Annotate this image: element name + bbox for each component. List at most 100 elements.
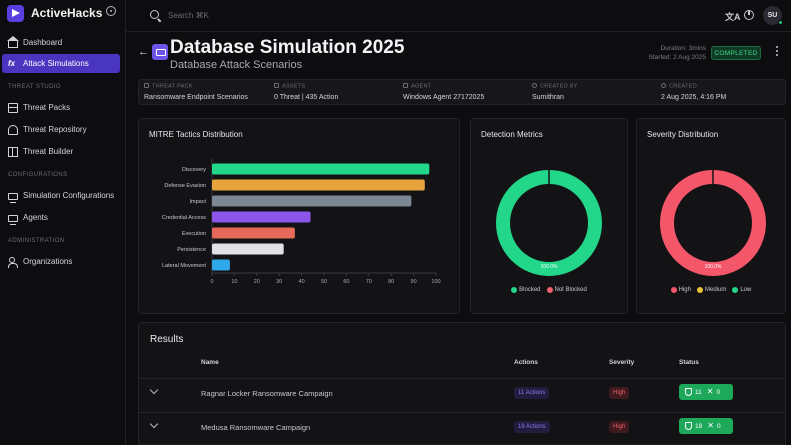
legend-item-high[interactable]: High: [670, 287, 691, 293]
page-subtitle: Database Attack Scenarios: [170, 59, 303, 71]
back-arrow-icon[interactable]: ←: [138, 46, 149, 58]
legend-item-low[interactable]: Low: [732, 287, 751, 293]
sidebar-item-organizations[interactable]: Organizations: [2, 252, 120, 271]
info-value: 2 Aug 2025, 4:16 PM: [661, 93, 727, 101]
info-label: CREATED: [669, 83, 697, 90]
donut-center-label: 100.0%: [541, 264, 559, 270]
x-tick-label: 50: [321, 279, 327, 285]
slice-blocked[interactable]: [496, 170, 602, 276]
brand[interactable]: ActiveHacks: [7, 4, 102, 22]
avatar-initials: SU: [767, 12, 778, 19]
sidebar-item-threat-builder[interactable]: Threat Builder: [2, 142, 120, 161]
category-label: Discovery: [182, 167, 206, 173]
theme-toggle-icon[interactable]: [744, 10, 754, 20]
legend-item-medium[interactable]: Medium: [696, 287, 726, 293]
sidebar-item-label: Attack Simulations: [23, 59, 89, 68]
repository-icon: [8, 124, 18, 135]
info-value: Sumithran: [532, 93, 564, 101]
legend-label: Not Blocked: [554, 287, 587, 293]
column-header-status[interactable]: Status: [679, 359, 699, 366]
sidebar-item-label: Dashboard: [23, 38, 63, 47]
bar-defense-evasion[interactable]: [212, 179, 425, 191]
bar-persistence[interactable]: [212, 243, 284, 255]
info-created: CREATED 2 Aug 2025, 4:16 PM: [661, 83, 726, 101]
x-tick-label: 100: [431, 279, 440, 285]
sidebar-item-threat-repository[interactable]: Threat Repository: [2, 120, 120, 139]
info-value: Ransomware Endpoint Scenarios: [144, 93, 248, 101]
donut-center-label: 100.0%: [705, 264, 723, 270]
bar-discovery[interactable]: [212, 163, 430, 175]
sidebar: ActiveHacks Dashboard fx Attack Simulati…: [0, 0, 126, 445]
chevron-down-icon[interactable]: [149, 419, 159, 429]
legend-item-blocked[interactable]: Blocked: [511, 287, 541, 293]
bar-lateral-movement[interactable]: [212, 259, 230, 271]
x-tick-label: 80: [388, 279, 394, 285]
failed-count: 0: [716, 422, 721, 430]
mitre-bar-chart: Discovery Defense Evasion Impact Credential…: [162, 159, 441, 285]
simulation-info-strip: THREAT PACK Ransomware Endpoint Scenario…: [138, 79, 786, 105]
failed-count: 0: [716, 388, 721, 396]
shield-icon: [685, 422, 692, 430]
sidebar-item-label: Simulation Configurations: [23, 191, 115, 200]
detection-metrics-card: Detection Metrics 100.0% Blocked Not Bloc…: [470, 118, 628, 314]
category-label: Defense Evasion: [164, 183, 206, 189]
mitre-tactics-card: MITRE Tactics Distribution Discovery Defe…: [138, 118, 460, 314]
duration-text: Duration: 3mins: [660, 45, 706, 52]
brand-name: ActiveHacks: [31, 6, 103, 20]
actions-badge: 18 Actions: [514, 421, 550, 433]
category-label: Persistence: [177, 247, 206, 253]
info-label: ASSETS: [282, 83, 306, 90]
bar-impact[interactable]: [212, 195, 412, 207]
legend-label: High: [678, 287, 691, 293]
users-icon: [8, 256, 18, 268]
sidebar-item-label: Agents: [23, 213, 48, 222]
bar-credential-access[interactable]: [212, 211, 311, 223]
avatar[interactable]: SU: [763, 6, 783, 25]
x-tick-label: 10: [231, 279, 237, 285]
laptop-icon: [403, 83, 408, 88]
legend-item-not-blocked[interactable]: Not Blocked: [546, 287, 587, 293]
search-input[interactable]: [168, 8, 348, 22]
info-label: CREATED BY: [540, 83, 578, 90]
settings-icon[interactable]: [106, 6, 116, 16]
bar-execution[interactable]: [212, 227, 295, 239]
x-tick-label: 30: [276, 279, 282, 285]
legend-dot-icon: [696, 287, 703, 293]
campaign-name: Medusa Ransomware Campaign: [201, 423, 311, 432]
table-row[interactable]: Medusa Ransomware Campaign 18 Actions Hi…: [139, 412, 785, 442]
legend-dot-icon: [670, 287, 677, 293]
simulation-icon: [152, 44, 168, 60]
blocked-count: 18: [695, 422, 703, 430]
sidebar-item-dashboard[interactable]: Dashboard: [2, 33, 120, 52]
home-icon: [7, 35, 19, 48]
sidebar-item-simulation-configurations[interactable]: Simulation Configurations: [2, 186, 120, 205]
column-header-severity[interactable]: Severity: [609, 359, 635, 366]
translate-icon[interactable]: 文A: [725, 12, 741, 22]
severity-badge: High: [609, 421, 630, 433]
sidebar-item-label: Threat Repository: [23, 125, 87, 134]
info-value: Windows Agent 27172025: [403, 93, 485, 101]
legend-dot-icon: [511, 287, 518, 293]
search-icon[interactable]: [150, 10, 159, 19]
legend-label: Low: [740, 287, 752, 293]
package-icon: [144, 83, 149, 88]
builder-icon: [8, 146, 18, 157]
more-options-icon[interactable]: [776, 46, 779, 58]
x-tick-label: 0: [210, 279, 213, 285]
sidebar-item-threat-packs[interactable]: Threat Packs: [2, 98, 120, 117]
card-title: MITRE Tactics Distribution: [149, 130, 243, 139]
x-tick-label: 60: [343, 279, 349, 285]
status-pill: 11 ✕ 0: [679, 384, 733, 400]
sidebar-item-attack-simulations[interactable]: fx Attack Simulations: [2, 54, 120, 73]
severity-legend: High Medium Low: [637, 287, 785, 293]
close-icon: ✕: [706, 387, 714, 396]
page-title: Database Simulation 2025: [170, 37, 405, 58]
table-row[interactable]: Ragnar Locker Ransomware Campaign 11 Act…: [139, 378, 785, 408]
legend-dot-icon: [732, 287, 739, 293]
chevron-down-icon[interactable]: [149, 385, 159, 395]
column-header-name[interactable]: Name: [201, 359, 219, 366]
column-header-actions[interactable]: Actions: [514, 359, 538, 366]
sidebar-item-agents[interactable]: Agents: [2, 208, 120, 227]
activehacks-logo-icon: [7, 4, 24, 22]
slice-high[interactable]: [660, 170, 766, 276]
